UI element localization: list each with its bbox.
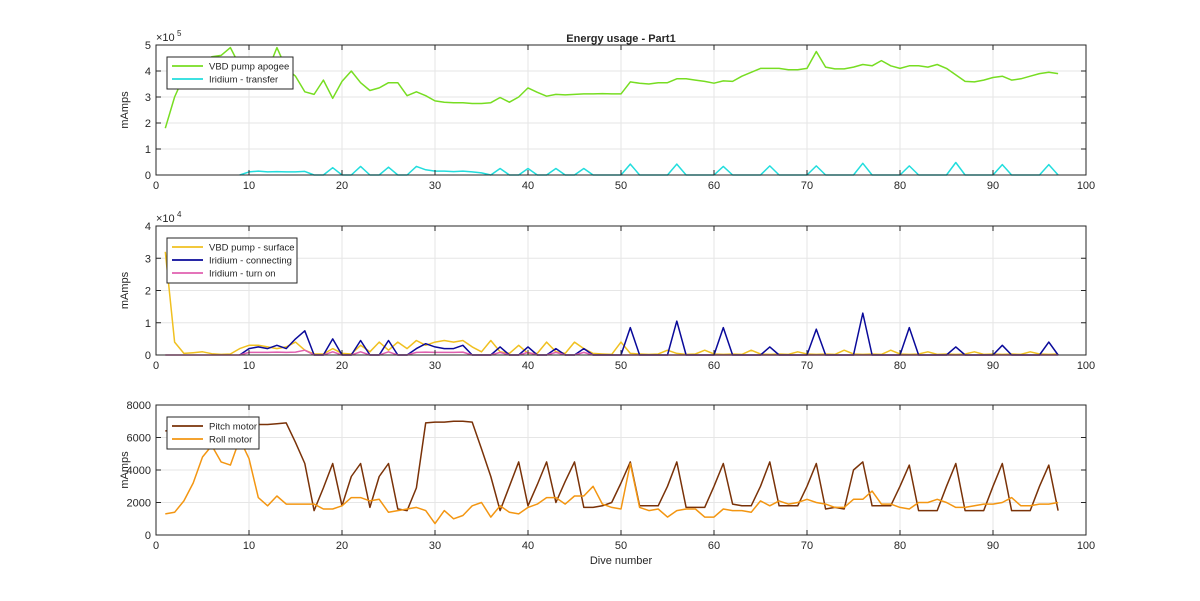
x-tick-label: 20 (336, 540, 348, 552)
x-tick-label: 90 (987, 360, 999, 372)
y-tick-label: 1 (145, 144, 151, 156)
y-tick-label: 2 (145, 118, 151, 130)
y-exponent-power: 4 (177, 210, 182, 219)
legend-entry: Pitch motor (209, 422, 257, 433)
y-tick-label: 2000 (127, 498, 151, 510)
y-tick-label: 5 (145, 40, 151, 52)
x-tick-label: 100 (1077, 360, 1095, 372)
x-tick-label: 80 (894, 540, 906, 552)
y-exponent-label: ×10 (156, 32, 175, 44)
x-tick-label: 30 (429, 180, 441, 192)
y-tick-label: 6000 (127, 433, 151, 445)
legend-entry: Iridium - connecting (209, 256, 292, 267)
x-tick-label: 100 (1077, 540, 1095, 552)
x-tick-label: 40 (522, 540, 534, 552)
chart-panel-bottom: 0 10 20 30 40 50 60 70 80 90 100 0 2000 4000 6000 8000 m… (119, 400, 1095, 567)
x-tick-label: 10 (243, 540, 255, 552)
y-exponent-power: 5 (177, 29, 182, 38)
x-tick-label: 50 (615, 180, 627, 192)
figure-title: Energy usage - Part1 (566, 33, 675, 45)
x-tick-label: 60 (708, 360, 720, 372)
legend-entry: Roll motor (209, 435, 252, 446)
x-tick-label: 30 (429, 540, 441, 552)
y-tick-label: 0 (145, 530, 151, 542)
series-line-pitch-motor (165, 420, 1059, 512)
legend-entry: Iridium - transfer (209, 75, 278, 86)
x-tick-label: 50 (615, 540, 627, 552)
x-tick-label: 50 (615, 360, 627, 372)
y-tick-label: 8000 (127, 400, 151, 412)
y-axis-label: mAmps (119, 271, 131, 309)
x-tick-label: 70 (801, 180, 813, 192)
x-tick-label: 30 (429, 360, 441, 372)
y-tick-label: 4 (145, 221, 151, 233)
legend-entry: VBD pump apogee (209, 62, 289, 73)
x-tick-label: 80 (894, 360, 906, 372)
x-tick-label: 0 (153, 180, 159, 192)
y-tick-label: 0 (145, 170, 151, 182)
y-tick-label: 4000 (127, 465, 151, 477)
x-tick-label: 100 (1077, 180, 1095, 192)
legend-box (166, 56, 294, 90)
y-axis-label: mAmps (119, 91, 131, 129)
x-tick-label: 80 (894, 180, 906, 192)
x-tick-label: 70 (801, 360, 813, 372)
x-tick-label: 10 (243, 360, 255, 372)
x-tick-label: 10 (243, 180, 255, 192)
x-tick-label: 40 (522, 180, 534, 192)
x-tick-label: 0 (153, 540, 159, 552)
y-tick-label: 3 (145, 92, 151, 104)
y-tick-label: 3 (145, 253, 151, 265)
series-line-vbd-pump-apogee (164, 46, 1059, 129)
x-tick-label: 90 (987, 540, 999, 552)
legend-box (166, 416, 260, 450)
x-tick-label: 20 (336, 180, 348, 192)
x-axis-label: Dive number (590, 555, 653, 567)
y-axis-label: mAmps (119, 451, 131, 489)
legend: Pitch motor Roll motor (166, 416, 260, 450)
legend: VBD pump - surface Iridium - connecting Ir… (166, 237, 298, 284)
legend-entry: VBD pump - surface (209, 243, 295, 254)
x-tick-label: 0 (153, 360, 159, 372)
y-tick-label: 0 (145, 350, 151, 362)
y-exponent-label: ×10 (156, 213, 175, 225)
legend-entry: Iridium - turn on (209, 269, 276, 280)
x-tick-label: 70 (801, 540, 813, 552)
x-tick-label: 90 (987, 180, 999, 192)
series-line-roll-motor (165, 438, 1059, 525)
x-tick-label: 40 (522, 360, 534, 372)
x-tick-label: 60 (708, 180, 720, 192)
x-tick-label: 20 (336, 360, 348, 372)
x-tick-label: 60 (708, 540, 720, 552)
y-tick-label: 4 (145, 66, 151, 78)
y-tick-label: 1 (145, 318, 151, 330)
y-tick-label: 2 (145, 286, 151, 298)
legend: VBD pump apogee Iridium - transfer (166, 56, 294, 90)
